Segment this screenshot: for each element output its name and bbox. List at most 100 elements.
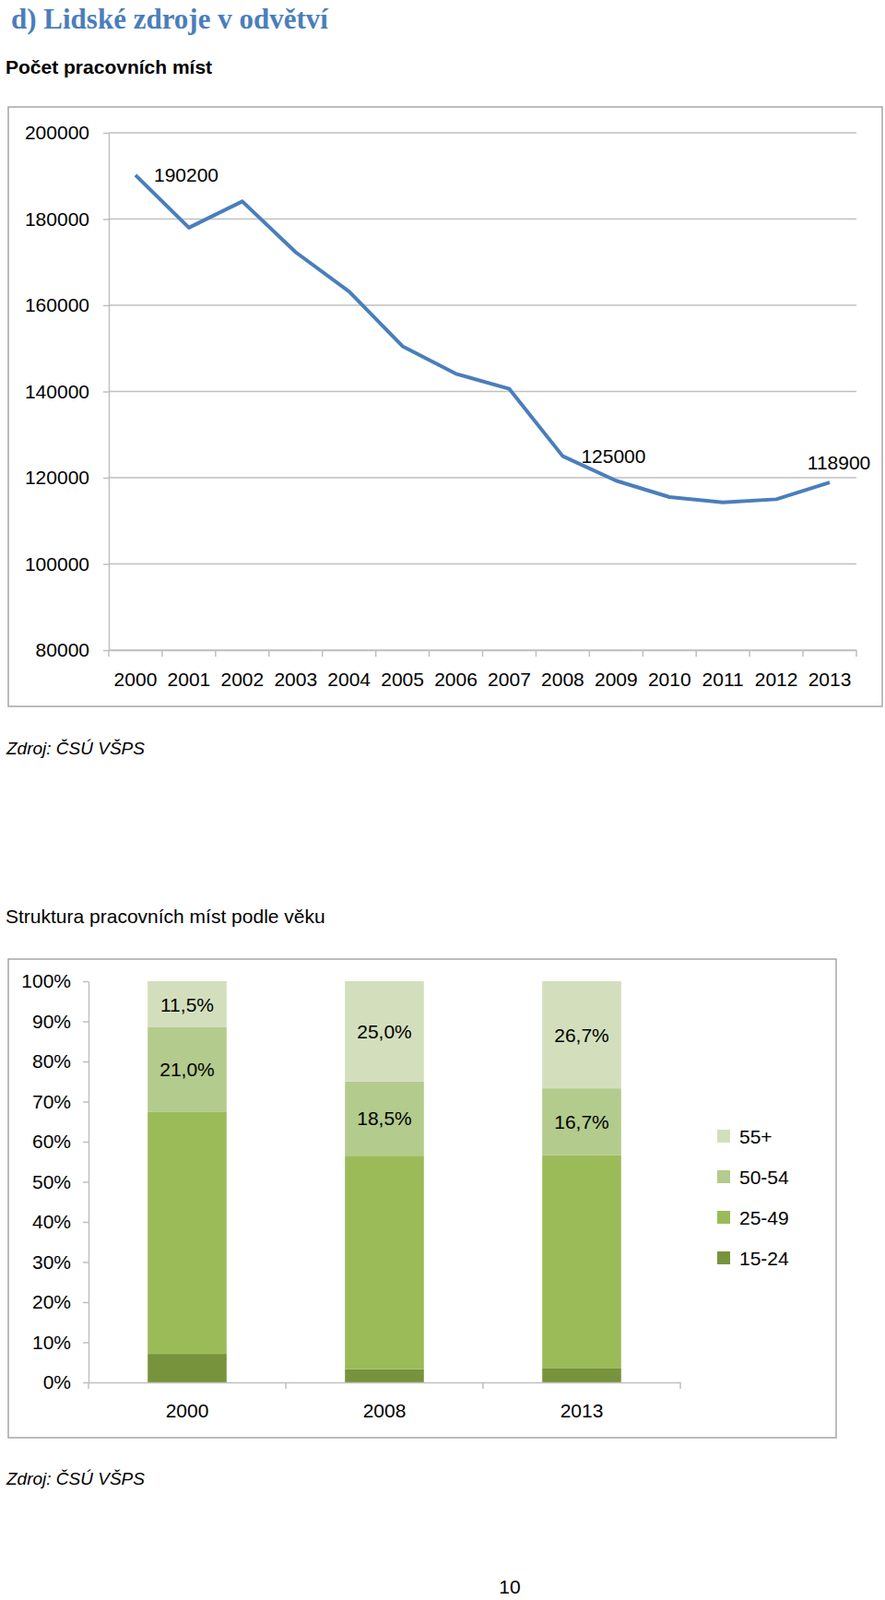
legend-item: 25-49	[717, 1206, 790, 1228]
legend-label: 15-24	[739, 1247, 790, 1269]
annotation: 190200	[153, 164, 219, 186]
y-tick: 0%	[43, 1370, 89, 1393]
y-axis: 8000010000012000014000016000018000020000…	[24, 121, 110, 661]
bar-segment	[542, 1367, 622, 1382]
category-separator	[589, 649, 591, 657]
y-tick: 120000	[24, 466, 109, 488]
bar-segment	[542, 1155, 622, 1369]
category-separator	[855, 649, 858, 657]
x-tick: 2011	[702, 668, 744, 690]
y-tick-mark	[82, 1221, 89, 1224]
y-tick-mark	[82, 1261, 89, 1263]
y-tick-mark	[103, 305, 109, 307]
x-tick: 2010	[648, 668, 692, 690]
y-tick-label: 30%	[32, 1250, 71, 1273]
x-tick-label: 2005	[380, 668, 425, 690]
category-separator	[284, 1381, 287, 1389]
x-tick: 2013	[808, 668, 852, 690]
legend-item: 15-24	[717, 1247, 790, 1269]
bar-segment	[344, 980, 425, 1082]
legend-label: 25-49	[739, 1206, 790, 1228]
x-tick: 2013	[560, 1399, 604, 1421]
plot-area	[135, 175, 830, 503]
heading: d) Lidské zdroje v odvětví	[11, 2, 329, 36]
y-tick: 70%	[32, 1090, 89, 1112]
y-tick: 80000	[35, 638, 109, 661]
x-tick-label: 2006	[434, 668, 478, 690]
x-tick: 2000	[114, 668, 158, 690]
x-tick: 2004	[327, 668, 371, 690]
category-separator	[748, 649, 751, 657]
y-tick-mark	[82, 1301, 89, 1304]
x-tick-label: 2012	[755, 668, 799, 690]
y-tick: 180000	[24, 208, 109, 230]
grid-line	[108, 563, 857, 566]
x-tick: 2000	[165, 1399, 210, 1421]
bar-segment	[542, 980, 622, 1088]
y-tick-label: 50%	[32, 1170, 71, 1192]
grid-line	[108, 390, 857, 393]
y-tick: 100%	[21, 969, 89, 992]
x-axis-line	[89, 1381, 682, 1384]
y-tick-label: 100%	[21, 969, 71, 992]
grid	[108, 132, 857, 650]
x-tick-label: 2008	[363, 1399, 407, 1421]
x-axis: 2000 2008 2013	[89, 1382, 682, 1421]
x-tick: 2001	[167, 668, 212, 690]
data-line	[135, 175, 830, 503]
category-separator	[268, 649, 271, 657]
y-tick-mark	[103, 218, 109, 221]
y-tick-mark	[103, 390, 109, 393]
bar-segment	[344, 1081, 425, 1156]
chart-frame	[8, 106, 883, 707]
y-tick: 100000	[24, 553, 109, 575]
y-tick-mark	[103, 563, 109, 566]
plot-area	[147, 980, 622, 1382]
bar-segment	[147, 1353, 227, 1382]
data-label: 21,0%	[159, 1058, 215, 1080]
y-tick-mark	[82, 1341, 89, 1344]
grid-line	[108, 131, 857, 134]
legend-item: 55+	[717, 1125, 773, 1147]
y-tick-mark	[82, 1381, 89, 1384]
data-label: 18,5%	[356, 1107, 413, 1129]
x-tick: 2009	[594, 668, 638, 690]
category-separator	[679, 1381, 682, 1389]
y-tick: 200000	[24, 121, 109, 143]
category-separator	[161, 649, 164, 657]
x-tick-label: 2007	[487, 668, 531, 690]
x-tick: 2002	[220, 668, 264, 690]
data-label: 11,5%	[160, 993, 214, 1015]
legend-label: 55+	[739, 1125, 773, 1147]
category-separator	[695, 649, 697, 657]
y-tick-label: 70%	[32, 1090, 71, 1112]
y-tick-mark	[82, 1180, 89, 1183]
data-label: 16,7%	[554, 1110, 610, 1133]
legend: 55+50-5425-4915-24	[717, 1125, 790, 1269]
category-separator	[535, 649, 538, 657]
y-tick: 30%	[32, 1250, 89, 1273]
x-tick: 2006	[434, 668, 478, 690]
grid-line	[108, 304, 857, 307]
y-tick: 40%	[32, 1210, 89, 1232]
y-tick-label: 160000	[24, 294, 90, 316]
y-tick-label: 120000	[24, 466, 90, 488]
x-tick-label: 2008	[541, 668, 585, 690]
y-tick-mark	[103, 132, 109, 135]
x-tick-label: 2009	[594, 668, 638, 690]
source-note: Zdroj: ČSÚ VŠPS	[5, 738, 145, 758]
category-separator	[321, 649, 324, 657]
legend-swatch	[717, 1129, 731, 1143]
y-tick: 10%	[32, 1331, 89, 1353]
y-tick-label: 0%	[43, 1370, 71, 1393]
y-tick-mark	[82, 1141, 89, 1144]
y-tick-mark	[82, 1100, 89, 1103]
x-axis: 2000200120022003200420052006200720082009…	[109, 650, 858, 690]
category-separator	[802, 649, 804, 657]
x-tick-label: 2001	[167, 668, 212, 690]
data-label: 25,0%	[356, 1020, 413, 1042]
y-tick: 160000	[24, 294, 109, 316]
x-tick-label: 2000	[165, 1399, 210, 1421]
chart-title: Počet pracovních míst	[5, 56, 213, 78]
category-separator	[87, 1381, 90, 1389]
